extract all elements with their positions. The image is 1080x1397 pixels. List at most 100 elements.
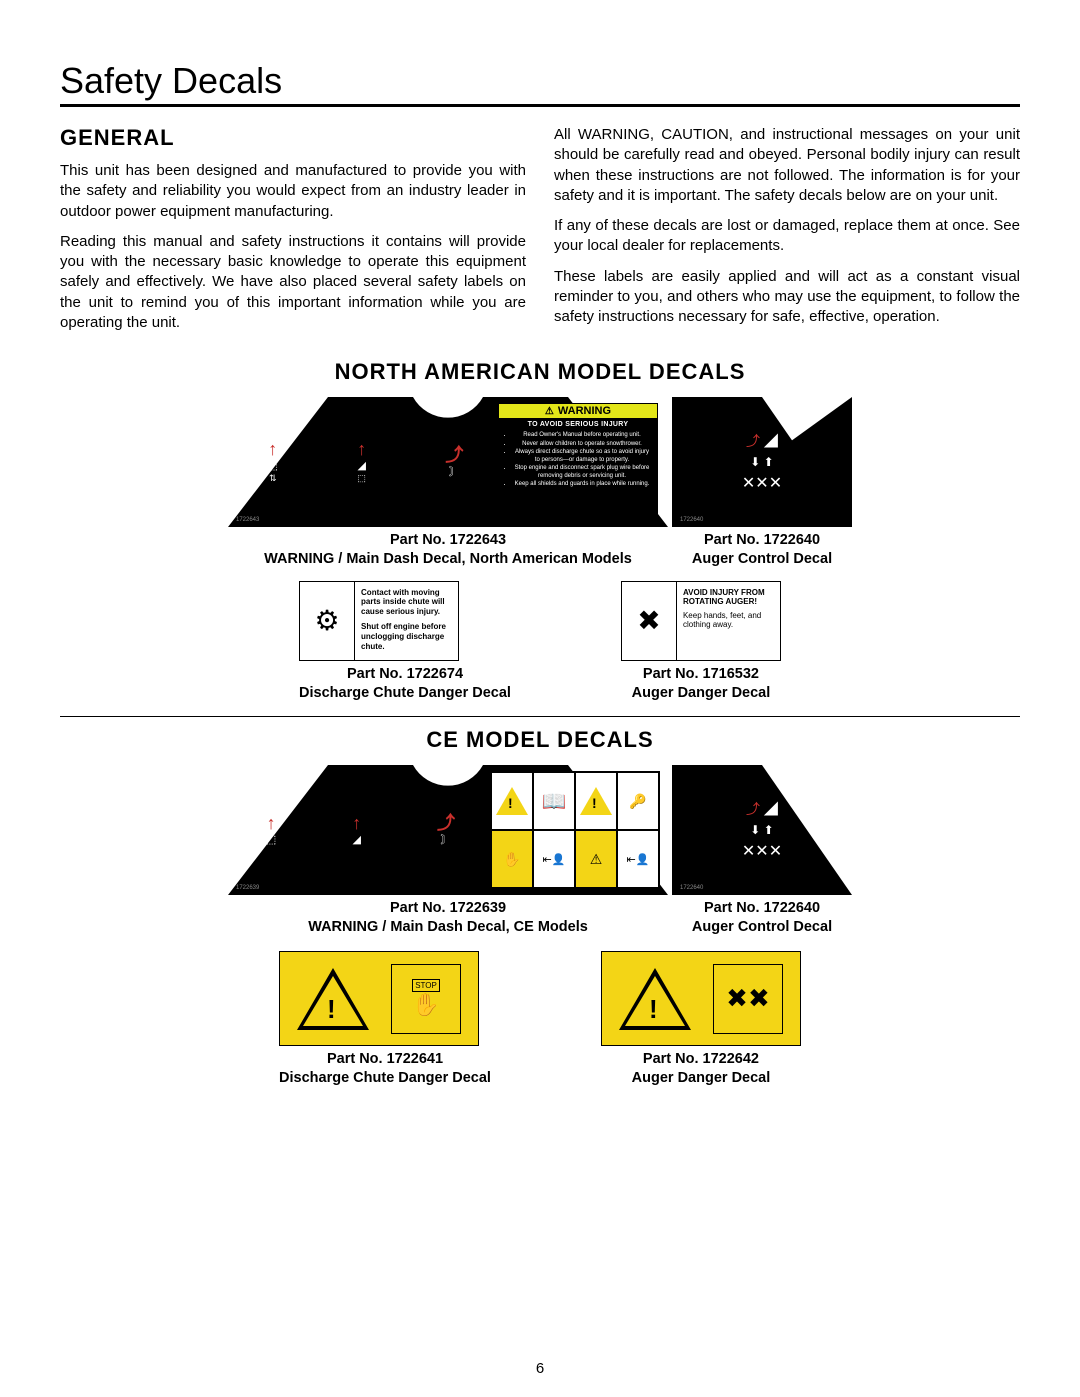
ce-row-1: ↑⬚ ↑◢ ⤴〙 📖 🔑 ✋ ⇤👤 ⚠ ⇤👤 1722639 [60,765,1020,937]
warning-list: Read Owner's Manual before operating uni… [499,430,657,520]
warning-subtitle: TO AVOID SERIOUS INJURY [499,419,657,430]
na-chute-desc: Discharge Chute Danger Decal [299,684,511,703]
warn-item: Stop engine and disconnect spark plug wi… [513,465,651,480]
na-auger-partno: Part No. 1722640 [672,531,852,550]
na-row-2: ⚙ Contact with moving parts inside chute… [60,581,1020,703]
hazard-triangle-icon: ! [619,968,691,1030]
ce-augerdanger-desc: Auger Danger Decal [601,1069,801,1088]
chute-text: Contact with moving parts inside chute w… [355,582,458,660]
general-p5: These labels are easily applied and will… [554,267,1020,328]
ce-chute-partno: Part No. 1722641 [279,1050,491,1069]
na-auger-desc: Auger Control Decal [672,550,852,569]
hazard-triangle-icon: ! [297,968,369,1030]
ce-augerdanger-partno: Part No. 1722642 [601,1050,801,1069]
ce-key-icon: 🔑 [617,772,659,830]
auger-arrows-icon: ⬇ ⬆ [750,455,773,469]
na-main-caption: Part No. 1722643 WARNING / Main Dash Dec… [228,531,668,569]
lock-icon: ↑⬚⇅ [268,440,278,484]
na-auger-caption: Part No. 1722640 Auger Control Decal [672,531,852,569]
na-augerdanger-caption: Part No. 1716532 Auger Danger Decal [621,665,781,703]
auger-hazard-icon: ✖ [622,582,677,660]
warning-title: WARNING [558,405,611,417]
na-auger-block: ⤴ ◢ ⬇ ⬆ ✕✕✕ 1722640 Part No. 1722640 Aug… [672,397,852,569]
warn-item: Keep all shields and guards in place whi… [513,481,651,489]
chute-icon: ⤴〙 [445,446,463,478]
na-main-partno: Part No. 1722643 [228,531,668,550]
auger-lever-icon: ⤴ ◢ [746,799,778,819]
na-augerdanger-block: ✖ AVOID INJURY FROM ROTATING AUGER! Keep… [621,581,781,703]
na-warning-panel: ⚠ WARNING TO AVOID SERIOUS INJURY Read Ow… [498,403,658,521]
ce-thrown-hazard-icon: ⚠ [575,830,617,888]
na-chute-block: ⚙ Contact with moving parts inside chute… [299,581,511,703]
ce-haz-triangle-icon [491,772,533,830]
na-augerdanger-partno: Part No. 1716532 [621,665,781,684]
na-auger-decal: ⤴ ◢ ⬇ ⬆ ✕✕✕ 1722640 [672,397,852,527]
warn-item: Always direct discharge chute so as to a… [513,449,651,464]
ce-auger-block: ⤴ ◢ ⬇ ⬆ ✕✕✕ 1722640 Part No. 1722640 Aug… [672,765,852,937]
chute-icon: ⤴〙 [437,814,455,846]
left-column: GENERAL This unit has been designed and … [60,125,526,343]
chute-txt1: Contact with moving parts inside chute w… [361,588,452,617]
auger-icons: ⤴ ◢ ⬇ ⬆ ✕✕✕ [672,397,852,527]
ce-auger-partno: Part No. 1722640 [672,899,852,918]
ce-main-caption: Part No. 1722639 WARNING / Main Dash Dec… [228,899,668,937]
augerdanger-txt2: Keep hands, feet, and clothing away. [683,611,774,630]
na-augerdanger-decal: ✖ AVOID INJURY FROM ROTATING AUGER! Keep… [621,581,781,661]
augerdanger-txt1: AVOID INJURY FROM ROTATING AUGER! [683,588,774,607]
ce-hand-hazard-icon: ✋ [491,830,533,888]
right-column: All WARNING, CAUTION, and instructional … [554,125,1020,343]
ce-chute-desc: Discharge Chute Danger Decal [279,1069,491,1088]
ce-bystander-icon: ⇤👤 [617,830,659,888]
ce-chute-caption: Part No. 1722641 Discharge Chute Danger … [279,1050,491,1088]
ce-manual-icon: 📖 [533,772,575,830]
na-augerdanger-desc: Auger Danger Decal [621,684,781,703]
decal-number: 1722640 [680,885,703,891]
na-chute-decal: ⚙ Contact with moving parts inside chute… [299,581,459,661]
na-row-1: ↑⬚⇅ ↑◢⬚ ⤴〙 ⚠ WARNING TO AVOID SERIOUS INJ… [60,397,1020,569]
warning-triangle-icon: ⚠ [545,406,554,417]
na-heading: NORTH AMERICAN MODEL DECALS [60,359,1020,385]
page-number: 6 [0,1360,1080,1377]
lever-icon: ↑◢ [352,814,361,846]
ce-haz-triangle-icon [575,772,617,830]
lock-icon: ↑⬚ [266,814,276,846]
ce-distance-icon: ⇤👤 [533,830,575,888]
intro-columns: GENERAL This unit has been designed and … [60,125,1020,343]
ce-main-icon-area: ↑⬚ ↑◢ ⤴〙 [238,775,483,885]
warn-item: Read Owner's Manual before operating uni… [513,432,651,440]
na-main-decal: ↑⬚⇅ ↑◢⬚ ⤴〙 ⚠ WARNING TO AVOID SERIOUS INJ… [228,397,668,527]
ce-warning-panel: 📖 🔑 ✋ ⇤👤 ⚠ ⇤👤 [490,771,660,889]
ce-augerdanger-caption: Part No. 1722642 Auger Danger Decal [601,1050,801,1088]
ce-main-block: ↑⬚ ↑◢ ⤴〙 📖 🔑 ✋ ⇤👤 ⚠ ⇤👤 1722639 [228,765,668,937]
na-main-desc: WARNING / Main Dash Decal, North America… [228,550,668,569]
stop-chute-picto-icon: STOP ✋ [391,964,461,1034]
general-p4: If any of these decals are lost or damag… [554,216,1020,257]
general-p2: Reading this manual and safety instructi… [60,232,526,333]
ce-heading: CE MODEL DECALS [60,727,1020,753]
section-divider [60,716,1020,717]
ce-chute-block: ! STOP ✋ Part No. 1722641 Discharge Chut… [279,951,491,1088]
ce-auger-desc: Auger Control Decal [672,918,852,937]
na-chute-caption: Part No. 1722674 Discharge Chute Danger … [299,665,511,703]
ce-auger-caption: Part No. 1722640 Auger Control Decal [672,899,852,937]
lever-icon: ↑◢⬚ [357,440,366,484]
na-main-icon-area: ↑⬚⇅ ↑◢⬚ ⤴〙 [238,407,493,517]
ce-augerdanger-decal: ! ✖✖ [601,951,801,1046]
na-main-block: ↑⬚⇅ ↑◢⬚ ⤴〙 ⚠ WARNING TO AVOID SERIOUS INJ… [228,397,668,569]
ce-auger-decal: ⤴ ◢ ⬇ ⬆ ✕✕✕ 1722640 [672,765,852,895]
decal-number: 1722643 [236,517,259,523]
general-p1: This unit has been designed and manufact… [60,161,526,222]
auger-icons: ⤴ ◢ ⬇ ⬆ ✕✕✕ [672,765,852,895]
warn-item: Never allow children to operate snowthro… [513,441,651,449]
warning-header: ⚠ WARNING [499,404,657,419]
general-p3: All WARNING, CAUTION, and instructional … [554,125,1020,206]
general-heading: GENERAL [60,125,526,151]
auger-arrows-icon: ⬇ ⬆ [750,823,773,837]
decal-number: 1722640 [680,517,703,523]
decal-number: 1722639 [236,885,259,891]
ce-row-2: ! STOP ✋ Part No. 1722641 Discharge Chut… [60,951,1020,1088]
ce-augerdanger-block: ! ✖✖ Part No. 1722642 Auger Danger Decal [601,951,801,1088]
ce-main-partno: Part No. 1722639 [228,899,668,918]
chute-hazard-icon: ⚙ [300,582,355,660]
ce-chute-decal: ! STOP ✋ [279,951,479,1046]
